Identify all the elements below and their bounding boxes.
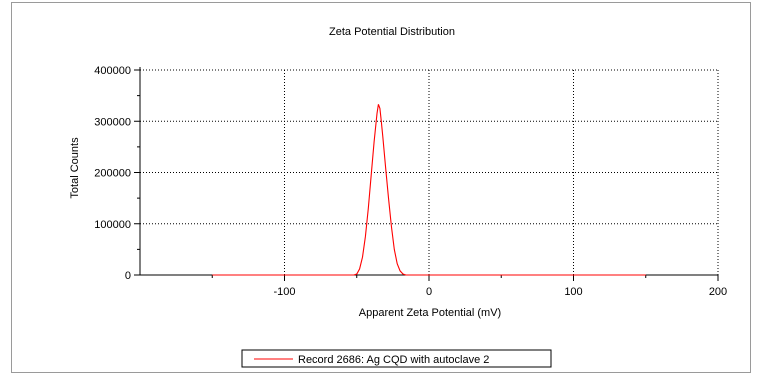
x-tick-label: 200	[709, 286, 727, 298]
x-tick-label: -100	[273, 286, 295, 298]
chart-frame	[11, 2, 751, 373]
y-tick-label: 200000	[94, 168, 131, 180]
y-tick-label: 0	[125, 270, 131, 282]
y-axis-label: Total Counts	[69, 137, 81, 199]
x-axis-label: Apparent Zeta Potential (mV)	[359, 307, 501, 319]
legend: Record 2686: Ag CQD with autoclave 2	[241, 349, 552, 368]
x-tick-label: 100	[564, 286, 582, 298]
tick-labels: 0 100000 200000 300000 400000 -100 0 100 200	[94, 65, 727, 298]
y-tick-label: 300000	[94, 116, 131, 128]
grid-lines	[140, 69, 719, 275]
chart-title: Zeta Potential Distribution	[329, 26, 455, 38]
legend-box	[241, 349, 552, 368]
series-line	[212, 104, 646, 276]
y-tick-label: 400000	[94, 65, 131, 77]
y-tick-label: 100000	[94, 219, 131, 231]
x-tick-label: 0	[426, 286, 432, 298]
legend-label: Record 2686: Ag CQD with autoclave 2	[298, 354, 489, 366]
series-lines	[212, 104, 646, 276]
axes	[134, 67, 719, 281]
